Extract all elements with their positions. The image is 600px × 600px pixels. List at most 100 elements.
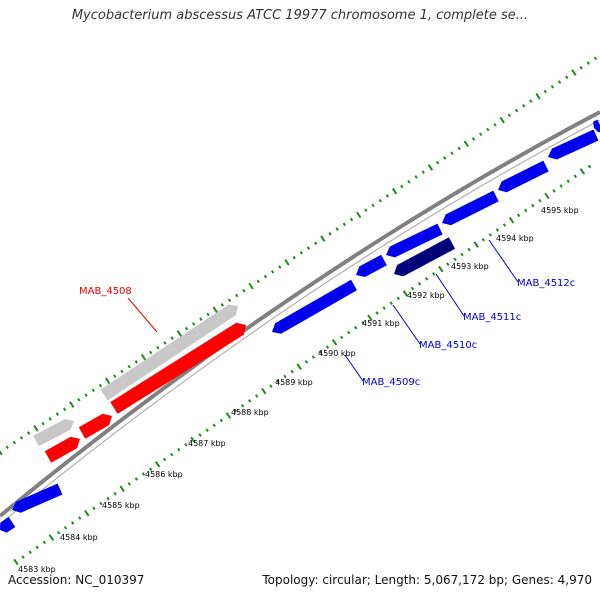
outer-tick xyxy=(62,407,67,412)
outer-tick xyxy=(543,89,547,94)
outer-tick xyxy=(586,61,590,65)
outer-tick xyxy=(364,208,368,212)
inner-tick xyxy=(35,545,39,550)
outer-tick xyxy=(69,401,75,408)
inner-tick xyxy=(410,286,415,291)
connector-mab-4509c xyxy=(344,354,364,382)
outer-tick xyxy=(98,383,103,388)
inner-tick xyxy=(106,496,110,501)
inner-tick xyxy=(177,447,181,452)
outer-tick xyxy=(507,113,512,118)
inner-tick xyxy=(255,394,259,398)
connector-mab-4511c xyxy=(435,273,465,317)
outer-tick xyxy=(593,56,598,61)
scale-label-4585: 4585 kbp xyxy=(102,501,140,510)
scale-label-4588: 4588 kbp xyxy=(231,408,269,417)
gene-label-mab-4510c[interactable]: MAB_4510c xyxy=(419,340,477,351)
outer-tick xyxy=(371,203,375,208)
outer-tick xyxy=(248,282,254,290)
inner-tick xyxy=(460,252,464,257)
inner-tick xyxy=(63,526,68,530)
inner-tick xyxy=(389,301,393,306)
inner-tick xyxy=(347,330,351,335)
inner-tick xyxy=(162,457,167,462)
inner-tick xyxy=(198,433,202,437)
inner-tick xyxy=(481,237,485,242)
label-connectors xyxy=(127,239,519,382)
outer-tick xyxy=(227,298,232,303)
inner-tick xyxy=(290,369,294,374)
outer-tick xyxy=(220,303,225,307)
gene-blue-arrow xyxy=(442,190,499,226)
scale-label-4595: 4595 kbp xyxy=(541,206,579,215)
inner-tick xyxy=(467,247,471,252)
outer-tick xyxy=(579,66,583,70)
inner-tick xyxy=(453,257,457,262)
gene-label-mab-4512c[interactable]: MAB_4512c xyxy=(517,278,575,289)
inner-tick xyxy=(432,272,436,276)
inner-tick xyxy=(261,387,267,395)
gene-blue-arrow xyxy=(12,483,63,513)
outer-tick xyxy=(292,255,296,260)
gene-label-mab-4511c[interactable]: MAB_4511c xyxy=(463,312,521,323)
outer-tick xyxy=(12,440,17,445)
inner-tick xyxy=(531,203,535,208)
inner-tick xyxy=(473,241,479,248)
inner-tick xyxy=(240,403,245,408)
outer-tick xyxy=(479,132,483,137)
outer-tick xyxy=(156,345,160,350)
outer-tick xyxy=(55,412,60,416)
gene-label-mab-4508[interactable]: MAB_4508 xyxy=(79,286,132,297)
inner-tick xyxy=(424,277,429,281)
inner-tick xyxy=(78,516,82,520)
scale-label-4587: 4587 kbp xyxy=(188,439,226,448)
outer-tick xyxy=(463,140,469,148)
outer-tick xyxy=(5,445,9,450)
inner-tick xyxy=(524,208,528,213)
outer-tick xyxy=(19,435,24,440)
inner-tick xyxy=(296,363,302,370)
outer-tick xyxy=(443,156,447,160)
outer-tick xyxy=(284,258,290,266)
outer-tick xyxy=(471,137,476,141)
gene-grey-arrow xyxy=(100,304,239,401)
inner-tick xyxy=(233,408,238,413)
outer-tick xyxy=(235,293,239,298)
inner-tick xyxy=(119,485,125,493)
outer-tick xyxy=(206,312,210,317)
inner-tick xyxy=(269,384,273,389)
outer-tick xyxy=(522,103,526,108)
gene-blue-arrow xyxy=(548,129,599,160)
inner-tick xyxy=(127,482,131,486)
outer-ruler-ticks xyxy=(0,56,598,456)
outer-tick xyxy=(378,198,382,203)
outer-tick xyxy=(335,227,339,231)
inner-tick xyxy=(42,540,46,545)
outer-tick xyxy=(91,388,95,393)
inner-tick xyxy=(559,184,563,188)
outer-tick xyxy=(529,99,533,103)
outer-tick xyxy=(486,127,490,132)
gene-red-arrow xyxy=(44,436,80,463)
outer-tick xyxy=(192,322,196,326)
outer-tick xyxy=(349,217,354,222)
inner-tick xyxy=(361,320,365,325)
inner-tick xyxy=(141,472,146,476)
inner-tick xyxy=(28,550,32,555)
inner-tick xyxy=(247,399,252,403)
inner-tick xyxy=(502,223,507,227)
gene-label-mab-4509c[interactable]: MAB_4509c xyxy=(362,377,420,388)
outer-tick xyxy=(0,450,3,456)
outer-tick xyxy=(263,274,268,279)
inner-tick xyxy=(225,412,232,419)
inner-tick xyxy=(516,213,521,218)
outer-tick xyxy=(391,187,398,195)
inner-tick xyxy=(508,216,515,224)
outer-tick xyxy=(134,360,138,364)
outer-tick xyxy=(127,364,131,369)
outer-tick xyxy=(356,211,362,219)
outer-tick xyxy=(176,330,183,337)
inner-tick xyxy=(21,555,25,559)
inner-tick xyxy=(446,262,450,266)
inner-tick xyxy=(382,306,386,310)
